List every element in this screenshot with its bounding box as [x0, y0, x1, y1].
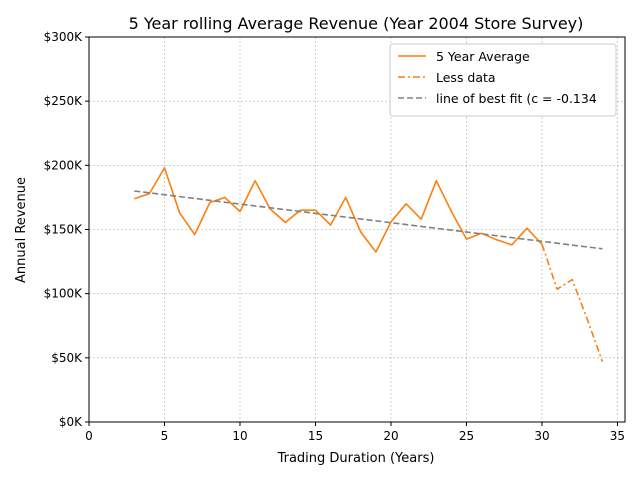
x-tick-label: 25 [459, 429, 474, 443]
y-axis: $0K $50K $100K $150K $200K $250K $300K [44, 30, 89, 429]
series-layer [134, 167, 604, 362]
y-tick-label: $150K [44, 223, 84, 237]
x-tick-label: 15 [308, 429, 323, 443]
y-tick-label: $250K [44, 94, 84, 108]
series-line-1 [134, 167, 543, 253]
x-tick-label: 5 [161, 429, 169, 443]
x-tick-label: 20 [383, 429, 398, 443]
x-axis-label: Trading Duration (Years) [277, 451, 435, 466]
x-tick-label: 30 [534, 429, 549, 443]
y-tick-label: $50K [51, 351, 83, 365]
legend: 5 Year Average Less data line of best fit … [389, 43, 617, 117]
x-axis: 0 5 10 15 20 25 30 35 [85, 422, 625, 443]
y-tick-label: $300K [44, 30, 84, 44]
y-tick-label: $0K [59, 415, 83, 429]
chart-title: 5 Year rolling Average Revenue (Year 200… [129, 14, 584, 33]
legend-label-3: line of best fit (c = -0.134 [436, 91, 597, 106]
y-tick-label: $100K [44, 287, 84, 301]
series-line-2 [541, 244, 604, 362]
x-tick-label: 0 [85, 429, 93, 443]
y-axis-label: Annual Revenue [14, 177, 29, 283]
legend-box [389, 43, 617, 117]
series-line-3 [134, 190, 603, 250]
x-tick-label: 35 [610, 429, 625, 443]
legend-label-1: 5 Year Average [436, 49, 530, 64]
y-tick-label: $200K [44, 158, 84, 172]
legend-label-2: Less data [436, 70, 496, 85]
x-tick-label: 10 [232, 429, 247, 443]
